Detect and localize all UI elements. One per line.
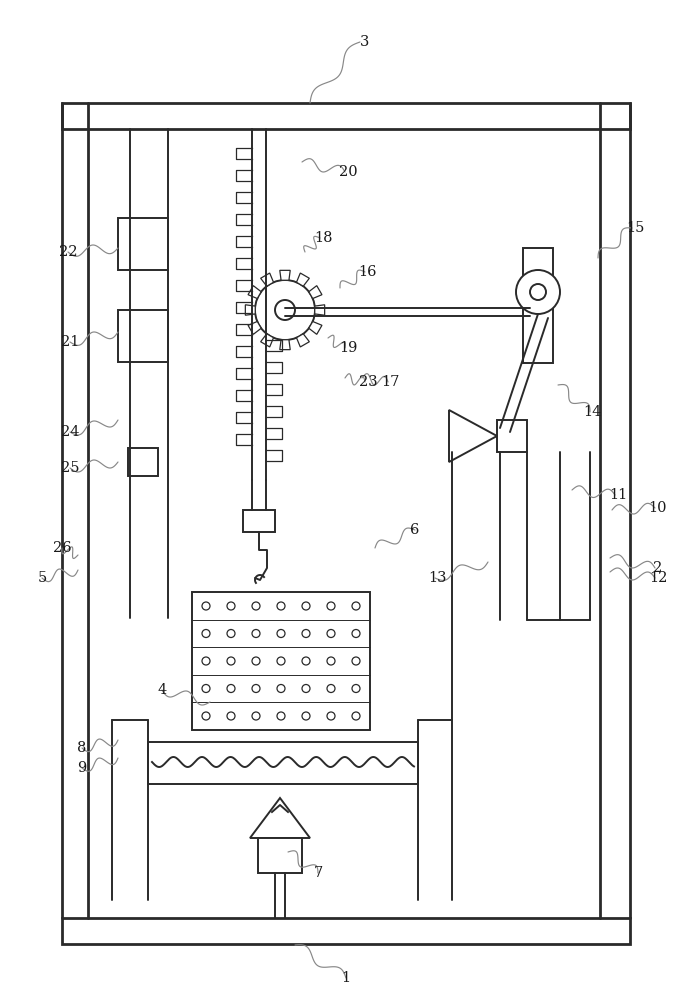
- Polygon shape: [261, 334, 273, 347]
- Bar: [62, 103, 630, 129]
- Circle shape: [252, 630, 260, 638]
- Circle shape: [252, 712, 260, 720]
- Circle shape: [255, 280, 315, 340]
- Circle shape: [302, 630, 310, 638]
- Bar: [128, 448, 158, 476]
- Polygon shape: [250, 798, 310, 838]
- Text: 9: 9: [78, 761, 86, 775]
- Circle shape: [302, 657, 310, 665]
- Circle shape: [202, 602, 210, 610]
- Text: 23: 23: [358, 375, 377, 389]
- Text: 10: 10: [649, 501, 667, 515]
- Text: 5: 5: [37, 571, 46, 585]
- Polygon shape: [246, 305, 255, 315]
- Text: 6: 6: [410, 523, 419, 537]
- Circle shape: [202, 712, 210, 720]
- Text: 11: 11: [609, 488, 627, 502]
- Circle shape: [352, 684, 360, 692]
- Circle shape: [352, 657, 360, 665]
- Circle shape: [227, 630, 235, 638]
- Polygon shape: [449, 410, 497, 462]
- Text: 2: 2: [653, 561, 663, 575]
- Bar: [118, 310, 168, 362]
- Text: 14: 14: [583, 405, 601, 419]
- Circle shape: [302, 684, 310, 692]
- Polygon shape: [261, 273, 273, 286]
- Circle shape: [252, 602, 260, 610]
- Bar: [118, 218, 168, 270]
- Circle shape: [302, 602, 310, 610]
- Circle shape: [275, 300, 295, 320]
- Polygon shape: [315, 305, 325, 315]
- Text: 3: 3: [361, 35, 370, 49]
- Text: 21: 21: [61, 335, 79, 349]
- Circle shape: [227, 602, 235, 610]
- Polygon shape: [296, 273, 309, 286]
- Polygon shape: [248, 321, 261, 334]
- Circle shape: [252, 684, 260, 692]
- Circle shape: [327, 630, 335, 638]
- Text: 17: 17: [381, 375, 399, 389]
- Text: 18: 18: [313, 231, 332, 245]
- Text: 4: 4: [157, 683, 167, 697]
- Text: 20: 20: [338, 165, 357, 179]
- Text: 19: 19: [339, 341, 357, 355]
- Circle shape: [227, 684, 235, 692]
- Circle shape: [352, 602, 360, 610]
- Text: 16: 16: [358, 265, 377, 279]
- Text: 12: 12: [649, 571, 667, 585]
- Bar: [243, 510, 275, 532]
- Circle shape: [352, 712, 360, 720]
- Circle shape: [202, 657, 210, 665]
- Text: 22: 22: [59, 245, 78, 259]
- Polygon shape: [309, 286, 322, 299]
- Circle shape: [227, 712, 235, 720]
- Bar: [62, 918, 630, 944]
- Text: 24: 24: [61, 425, 80, 439]
- Text: 26: 26: [53, 541, 71, 555]
- Circle shape: [516, 270, 560, 314]
- Circle shape: [277, 630, 285, 638]
- Text: 1: 1: [341, 971, 351, 985]
- Circle shape: [327, 602, 335, 610]
- Circle shape: [277, 712, 285, 720]
- Bar: [497, 420, 527, 452]
- Polygon shape: [296, 334, 309, 347]
- Text: 7: 7: [313, 866, 322, 880]
- Text: 13: 13: [429, 571, 447, 585]
- Bar: [523, 248, 553, 363]
- Circle shape: [202, 630, 210, 638]
- Circle shape: [252, 657, 260, 665]
- Circle shape: [202, 684, 210, 692]
- Circle shape: [327, 684, 335, 692]
- Circle shape: [277, 657, 285, 665]
- Polygon shape: [280, 340, 290, 350]
- Bar: [148, 742, 418, 784]
- Circle shape: [227, 657, 235, 665]
- Text: 15: 15: [626, 221, 644, 235]
- Bar: [258, 838, 302, 873]
- Circle shape: [302, 712, 310, 720]
- Circle shape: [352, 630, 360, 638]
- Circle shape: [277, 684, 285, 692]
- Text: 8: 8: [78, 741, 86, 755]
- Polygon shape: [309, 321, 322, 334]
- Circle shape: [327, 712, 335, 720]
- Polygon shape: [248, 286, 261, 299]
- Circle shape: [277, 602, 285, 610]
- Bar: [192, 592, 370, 730]
- Text: 25: 25: [61, 461, 80, 475]
- Polygon shape: [280, 270, 290, 280]
- Circle shape: [327, 657, 335, 665]
- Circle shape: [530, 284, 546, 300]
